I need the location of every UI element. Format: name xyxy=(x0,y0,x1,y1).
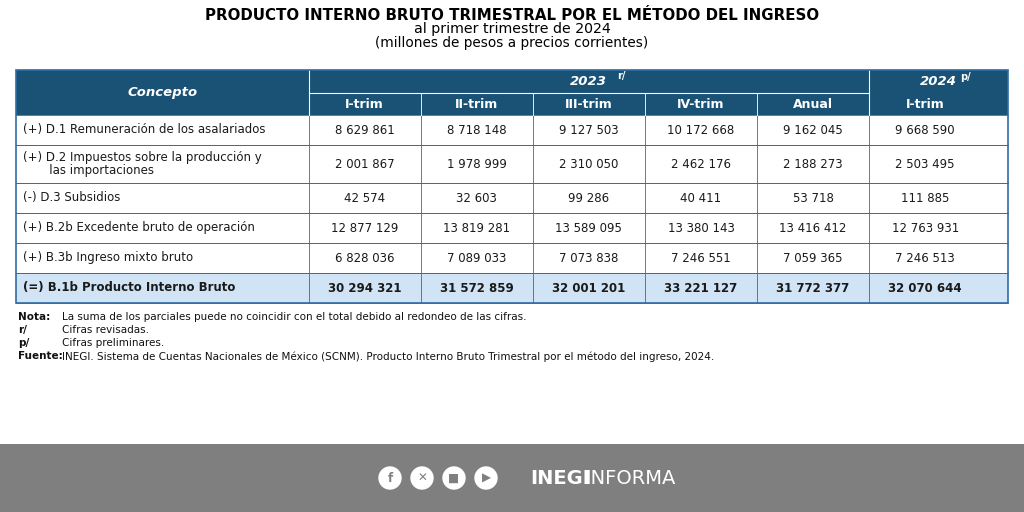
Text: 99 286: 99 286 xyxy=(568,191,609,204)
Text: 33 221 127: 33 221 127 xyxy=(665,282,737,294)
Text: 2 310 050: 2 310 050 xyxy=(559,158,618,170)
Circle shape xyxy=(379,467,401,489)
Text: r/: r/ xyxy=(18,325,27,335)
Text: 13 416 412: 13 416 412 xyxy=(779,222,847,234)
Bar xyxy=(16,70,1008,303)
Text: ▶: ▶ xyxy=(481,472,490,484)
Text: III-trim: III-trim xyxy=(565,97,612,111)
Bar xyxy=(16,243,1008,273)
Text: II-trim: II-trim xyxy=(455,97,499,111)
Circle shape xyxy=(475,467,497,489)
Text: 9 127 503: 9 127 503 xyxy=(559,123,618,137)
Text: 40 411: 40 411 xyxy=(680,191,722,204)
Text: (-) D.3 Subsidios: (-) D.3 Subsidios xyxy=(23,191,121,204)
Text: (millones de pesos a precios corrientes): (millones de pesos a precios corrientes) xyxy=(376,36,648,50)
Text: Anual: Anual xyxy=(793,97,834,111)
Text: 13 589 095: 13 589 095 xyxy=(555,222,623,234)
Text: 7 059 365: 7 059 365 xyxy=(783,251,843,265)
Text: 7 073 838: 7 073 838 xyxy=(559,251,618,265)
Bar xyxy=(16,183,1008,213)
Circle shape xyxy=(411,467,433,489)
Text: 32 070 644: 32 070 644 xyxy=(889,282,962,294)
Bar xyxy=(0,444,1024,512)
Text: 111 885: 111 885 xyxy=(901,191,949,204)
Text: 2024: 2024 xyxy=(920,75,957,88)
Text: 9 162 045: 9 162 045 xyxy=(783,123,843,137)
Bar xyxy=(16,273,1008,303)
Text: 30 294 321: 30 294 321 xyxy=(328,282,401,294)
Text: Cifras preliminares.: Cifras preliminares. xyxy=(62,338,164,348)
Text: (+) B.2b Excedente bruto de operación: (+) B.2b Excedente bruto de operación xyxy=(23,222,255,234)
Text: (=) B.1b Producto Interno Bruto: (=) B.1b Producto Interno Bruto xyxy=(23,282,236,294)
Text: 10 172 668: 10 172 668 xyxy=(668,123,734,137)
Text: La suma de los parciales puede no coincidir con el total debido al redondeo de l: La suma de los parciales puede no coinci… xyxy=(62,312,526,322)
Text: INEGI. Sistema de Cuentas Nacionales de México (SCNM). Producto Interno Bruto Tr: INEGI. Sistema de Cuentas Nacionales de … xyxy=(62,351,715,361)
Text: al primer trimestre de 2024: al primer trimestre de 2024 xyxy=(414,22,610,36)
Bar xyxy=(16,213,1008,243)
Text: I-trim: I-trim xyxy=(345,97,384,111)
Text: 1 978 999: 1 978 999 xyxy=(446,158,507,170)
Text: 32 603: 32 603 xyxy=(457,191,498,204)
Text: ✕: ✕ xyxy=(417,472,427,484)
Text: 8 718 148: 8 718 148 xyxy=(446,123,507,137)
Text: p/: p/ xyxy=(961,72,971,81)
Text: 13 380 143: 13 380 143 xyxy=(668,222,734,234)
Text: 7 246 513: 7 246 513 xyxy=(895,251,955,265)
Text: p/: p/ xyxy=(18,338,30,348)
Text: 42 574: 42 574 xyxy=(344,191,385,204)
Text: INFORMA: INFORMA xyxy=(585,468,676,487)
Text: PRODUCTO INTERNO BRUTO TRIMESTRAL POR EL MÉTODO DEL INGRESO: PRODUCTO INTERNO BRUTO TRIMESTRAL POR EL… xyxy=(205,8,819,23)
Text: Nota:: Nota: xyxy=(18,312,50,322)
Text: Concepto: Concepto xyxy=(127,86,198,99)
Text: I-trim: I-trim xyxy=(906,97,944,111)
Text: (+) B.3b Ingreso mixto bruto: (+) B.3b Ingreso mixto bruto xyxy=(23,251,194,265)
Bar xyxy=(16,70,1008,115)
Text: 2 188 273: 2 188 273 xyxy=(783,158,843,170)
Circle shape xyxy=(443,467,465,489)
Text: 12 763 931: 12 763 931 xyxy=(892,222,958,234)
Text: Cifras revisadas.: Cifras revisadas. xyxy=(62,325,150,335)
Text: 2 503 495: 2 503 495 xyxy=(895,158,955,170)
Bar xyxy=(16,115,1008,145)
Text: f: f xyxy=(387,472,392,484)
Text: Fuente:: Fuente: xyxy=(18,351,62,361)
Bar xyxy=(16,70,1008,303)
Text: 32 001 201: 32 001 201 xyxy=(552,282,626,294)
Text: 13 819 281: 13 819 281 xyxy=(443,222,510,234)
Text: 12 877 129: 12 877 129 xyxy=(331,222,398,234)
Text: (+) D.2 Impuestos sobre la producción y: (+) D.2 Impuestos sobre la producción y xyxy=(23,151,262,164)
Text: 2023: 2023 xyxy=(570,75,607,88)
Text: 2 001 867: 2 001 867 xyxy=(335,158,394,170)
Text: las importaciones: las importaciones xyxy=(23,164,154,177)
Text: 2 462 176: 2 462 176 xyxy=(671,158,731,170)
Text: r/: r/ xyxy=(616,72,626,81)
Text: ■: ■ xyxy=(449,472,460,484)
Text: 6 828 036: 6 828 036 xyxy=(335,251,394,265)
Text: 8 629 861: 8 629 861 xyxy=(335,123,394,137)
Text: INEGI: INEGI xyxy=(530,468,590,487)
Text: (+) D.1 Remuneración de los asalariados: (+) D.1 Remuneración de los asalariados xyxy=(23,123,265,137)
Text: 31 572 859: 31 572 859 xyxy=(440,282,514,294)
Text: 53 718: 53 718 xyxy=(793,191,834,204)
Text: 9 668 590: 9 668 590 xyxy=(895,123,955,137)
Text: IV-trim: IV-trim xyxy=(677,97,725,111)
Text: 31 772 377: 31 772 377 xyxy=(776,282,850,294)
Bar xyxy=(16,145,1008,183)
Text: 7 246 551: 7 246 551 xyxy=(671,251,731,265)
Text: 7 089 033: 7 089 033 xyxy=(447,251,507,265)
